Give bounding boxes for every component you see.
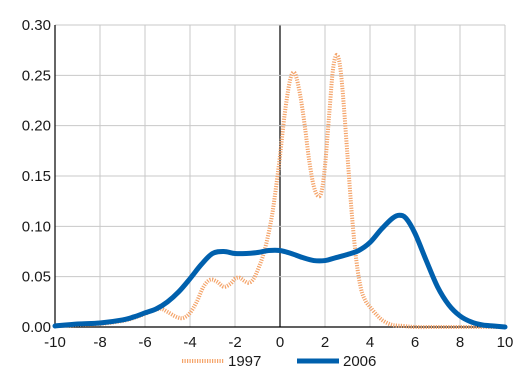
axes [54,25,505,328]
x-tick-label: 6 [411,334,419,351]
y-tick-label: 0.00 [22,319,51,336]
y-tick-label: 0.05 [22,269,51,286]
x-tick-label: -4 [183,334,196,351]
y-tick-label: 0.30 [22,17,51,34]
legend: 1997 2006 [182,353,376,370]
x-tick-label: 8 [456,334,464,351]
series-lines [52,52,508,330]
y-tick-label: 0.25 [22,67,51,84]
x-tick-label: -10 [44,334,66,351]
x-tick-label: -2 [228,334,241,351]
x-tick-label: 4 [366,334,374,351]
y-tick-label: 0.15 [22,168,51,185]
x-tick-label: -8 [93,334,106,351]
legend-label-2006: 2006 [343,353,376,370]
tick-labels: -10 -8 -6 -4 -2 0 2 4 6 8 10 0.00 0.05 0.10 0.15 0.20 0.… [22,17,514,351]
x-tick-label: -6 [138,334,151,351]
series-line-1997 [54,52,505,330]
x-tick-label: 2 [321,334,329,351]
x-tick-label: 10 [497,334,514,351]
series-line-2006 [52,212,508,330]
x-tick-label: 0 [276,334,284,351]
y-tick-label: 0.10 [22,218,51,235]
y-tick-label: 0.20 [22,118,51,135]
legend-label-1997: 1997 [228,353,261,370]
